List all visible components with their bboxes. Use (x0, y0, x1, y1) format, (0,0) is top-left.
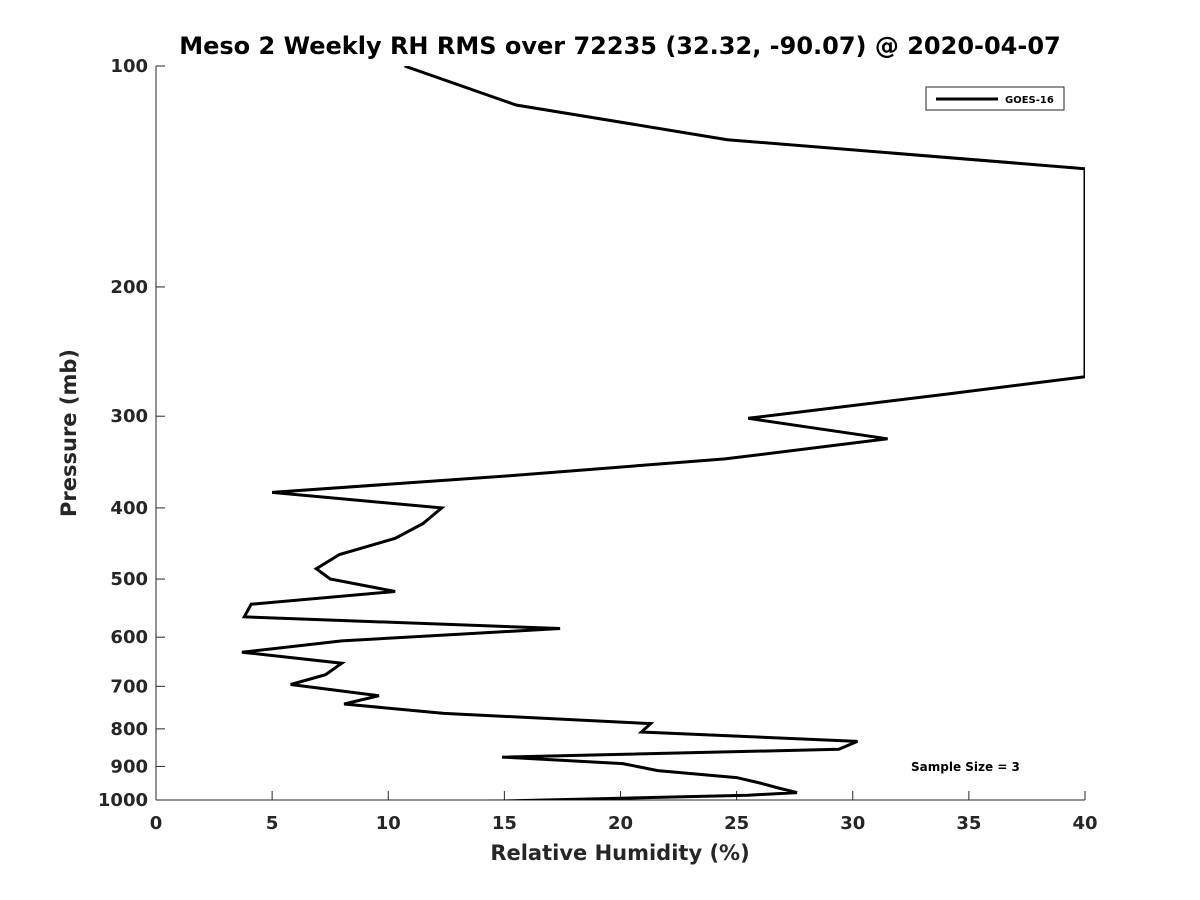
series-group (241, 66, 1085, 800)
y-ticks: 100 200 300 400 500 600 700 800 900 1000 (98, 56, 165, 811)
legend-label-goes-16: GOES-16 (1005, 95, 1054, 106)
series-line-goes-16 (241, 66, 1085, 800)
y-tick-label: 1000 (98, 790, 148, 811)
sample-size-annotation: Sample Size = 3 (911, 760, 1020, 774)
chart-title: Meso 2 Weekly RH RMS over 72235 (32.32, … (179, 32, 1061, 60)
y-axis-label: Pressure (mb) (57, 349, 81, 517)
y-tick-label: 500 (110, 569, 148, 590)
y-tick-label: 100 (110, 56, 148, 77)
x-tick-label: 35 (956, 813, 981, 834)
legend: GOES-16 (925, 86, 1065, 111)
x-tick-label: 30 (840, 813, 865, 834)
x-ticks: 0 5 10 15 20 25 30 35 40 (150, 791, 1098, 834)
x-axis-label: Relative Humidity (%) (490, 841, 749, 865)
x-tick-label: 40 (1072, 813, 1097, 834)
x-tick-label: 20 (608, 813, 633, 834)
y-tick-label: 600 (110, 627, 148, 648)
x-tick-label: 0 (150, 813, 163, 834)
x-tick-label: 15 (492, 813, 517, 834)
y-tick-label: 900 (110, 756, 148, 777)
x-tick-label: 25 (724, 813, 749, 834)
y-tick-label: 400 (110, 498, 148, 519)
y-tick-label: 200 (110, 277, 148, 298)
y-tick-label: 800 (110, 719, 148, 740)
x-tick-label: 5 (266, 813, 279, 834)
y-tick-label: 700 (110, 676, 148, 697)
x-tick-label: 10 (376, 813, 401, 834)
y-tick-label: 300 (110, 406, 148, 427)
